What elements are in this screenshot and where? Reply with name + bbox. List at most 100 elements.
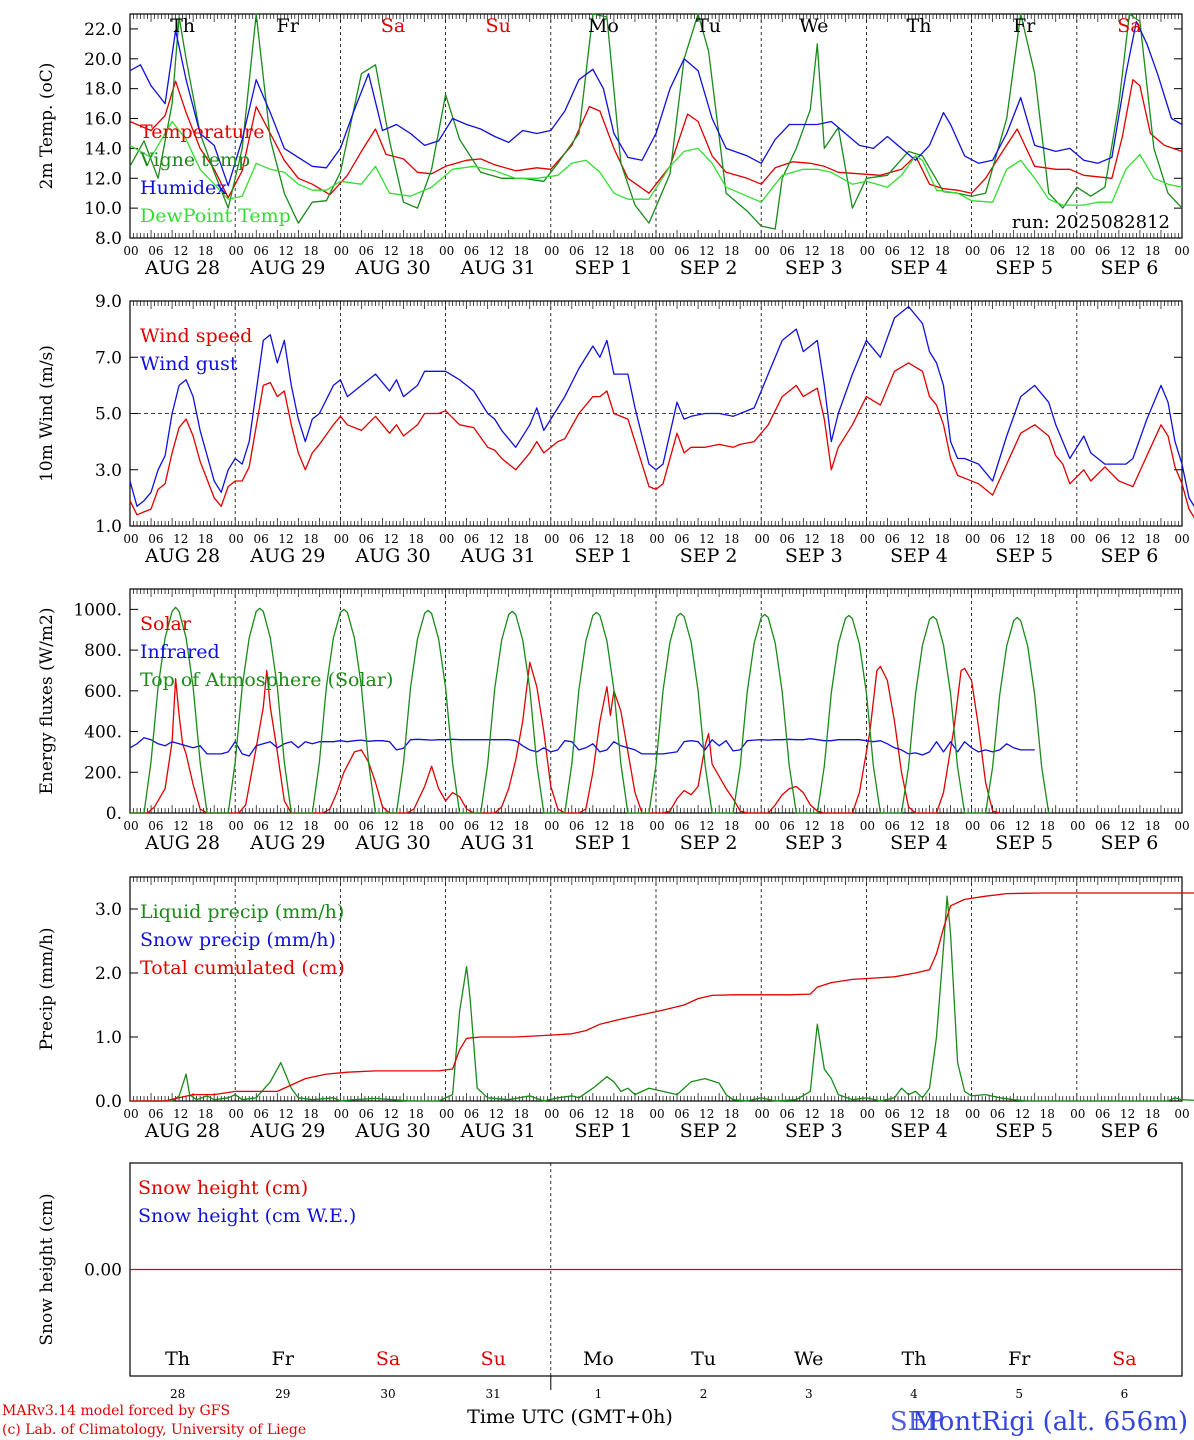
y-tick-label: 600. [84, 682, 122, 702]
hour-tick-label: 12 [804, 819, 819, 833]
weekday-label: We [799, 15, 828, 37]
hour-tick-label: 12 [804, 532, 819, 546]
hour-tick-label: 00 [544, 819, 559, 833]
legend-entry: Top of Atmosphere (Solar) [140, 669, 393, 691]
hour-tick-label: 12 [489, 532, 504, 546]
day-number: 2 [700, 1387, 708, 1401]
date-label: AUG 28 [144, 832, 220, 854]
hour-tick-label: 00 [439, 819, 454, 833]
day-number: 28 [170, 1387, 185, 1401]
hour-tick-label: 06 [885, 244, 900, 258]
series-line [129, 13, 1183, 230]
hour-tick-label: 00 [755, 532, 770, 546]
hour-tick-label: 12 [804, 244, 819, 258]
date-label: SEP 3 [785, 1120, 843, 1142]
weekday-label: Fr [1013, 15, 1036, 37]
hour-tick-label: 00 [229, 819, 244, 833]
hour-tick-label: 06 [990, 532, 1005, 546]
hour-tick-label: 06 [779, 244, 794, 258]
series-line [129, 737, 1035, 757]
y-axis-label: Energy fluxes (W/m2) [37, 608, 57, 795]
series-line [129, 120, 1183, 206]
legend-entry: Humidex [140, 177, 227, 199]
hour-tick-label: 00 [123, 532, 138, 546]
y-tick-label: 800. [84, 641, 122, 661]
date-label: AUG 31 [460, 832, 536, 854]
hour-tick-label: 18 [934, 244, 949, 258]
hour-tick-label: 00 [123, 819, 138, 833]
weekday-label: Su [486, 15, 511, 37]
hour-tick-label: 18 [1040, 244, 1055, 258]
day-number: 1 [595, 1387, 603, 1401]
hour-tick-label: 12 [1015, 532, 1030, 546]
hour-tick-label: 12 [910, 1107, 925, 1121]
hour-tick-label: 00 [544, 532, 559, 546]
hour-tick-label: 18 [934, 819, 949, 833]
hour-tick-label: 06 [464, 244, 479, 258]
hour-tick-label: 12 [384, 1107, 399, 1121]
hour-tick-label: 18 [619, 532, 634, 546]
hour-tick-label: 12 [384, 244, 399, 258]
hour-tick-label: 06 [359, 819, 374, 833]
day-number: 31 [486, 1387, 501, 1401]
legend-entry: Snow height (cm W.E.) [138, 1205, 356, 1227]
hour-tick-label: 06 [253, 532, 268, 546]
hour-tick-label: 00 [860, 1107, 875, 1121]
hour-tick-label: 06 [1095, 819, 1110, 833]
legend-entry: Temperature [140, 121, 264, 143]
hour-tick-label: 18 [829, 532, 844, 546]
y-tick-label: 8.0 [95, 229, 122, 249]
y-axis-label: Precip (mm/h) [37, 927, 57, 1050]
hour-tick-label: 00 [755, 1107, 770, 1121]
hour-tick-label: 06 [1095, 532, 1110, 546]
hour-tick-label: 12 [1120, 532, 1135, 546]
hour-tick-label: 06 [990, 244, 1005, 258]
hour-tick-label: 18 [1145, 532, 1160, 546]
x-axis-title: Time UTC (GMT+0h) [467, 1406, 673, 1428]
hour-tick-label: 12 [278, 532, 293, 546]
y-tick-label: 0.0 [95, 1092, 122, 1112]
date-label: SEP 2 [680, 545, 738, 567]
hour-tick-label: 00 [1174, 1107, 1189, 1121]
hour-tick-label: 00 [649, 1107, 664, 1121]
y-tick-label: 2.0 [95, 964, 122, 984]
y-tick-label: 200. [84, 763, 122, 783]
hour-tick-label: 12 [173, 244, 188, 258]
weekday-label: Th [907, 15, 932, 37]
hour-tick-label: 12 [278, 819, 293, 833]
hour-tick-label: 12 [1015, 1107, 1030, 1121]
hour-tick-label: 18 [408, 244, 423, 258]
month-overlay: SEP [890, 1407, 944, 1437]
date-label: AUG 29 [249, 1120, 325, 1142]
hour-tick-label: 00 [123, 244, 138, 258]
weekday-label: Mo [583, 1348, 614, 1370]
hour-tick-label: 18 [1040, 1107, 1055, 1121]
y-tick-label: 18.0 [84, 80, 122, 100]
hour-tick-label: 06 [990, 1107, 1005, 1121]
hour-tick-label: 18 [829, 244, 844, 258]
date-label: SEP 1 [574, 832, 632, 854]
hour-tick-label: 00 [965, 819, 980, 833]
hour-tick-label: 12 [804, 1107, 819, 1121]
day-number: 30 [380, 1387, 395, 1401]
hour-tick-label: 00 [755, 819, 770, 833]
hour-tick-label: 12 [910, 244, 925, 258]
weekday-label: Fr [272, 1348, 295, 1370]
legend-entry: Wind speed [140, 325, 252, 347]
hour-tick-label: 18 [619, 819, 634, 833]
hour-tick-label: 00 [1070, 819, 1085, 833]
y-axis-label: 2m Temp. (oC) [37, 63, 57, 190]
weekday-label: Mo [588, 15, 619, 37]
y-tick-label: 20.0 [84, 50, 122, 70]
date-label: AUG 31 [460, 1120, 536, 1142]
hour-tick-label: 18 [724, 1107, 739, 1121]
date-label: AUG 28 [144, 1120, 220, 1142]
date-label: AUG 29 [249, 832, 325, 854]
date-label: SEP 2 [680, 257, 738, 279]
date-label: SEP 1 [574, 257, 632, 279]
hour-tick-label: 06 [464, 1107, 479, 1121]
date-label: SEP 1 [574, 545, 632, 567]
hour-tick-label: 12 [910, 532, 925, 546]
hour-tick-label: 18 [829, 1107, 844, 1121]
hour-tick-label: 06 [253, 819, 268, 833]
